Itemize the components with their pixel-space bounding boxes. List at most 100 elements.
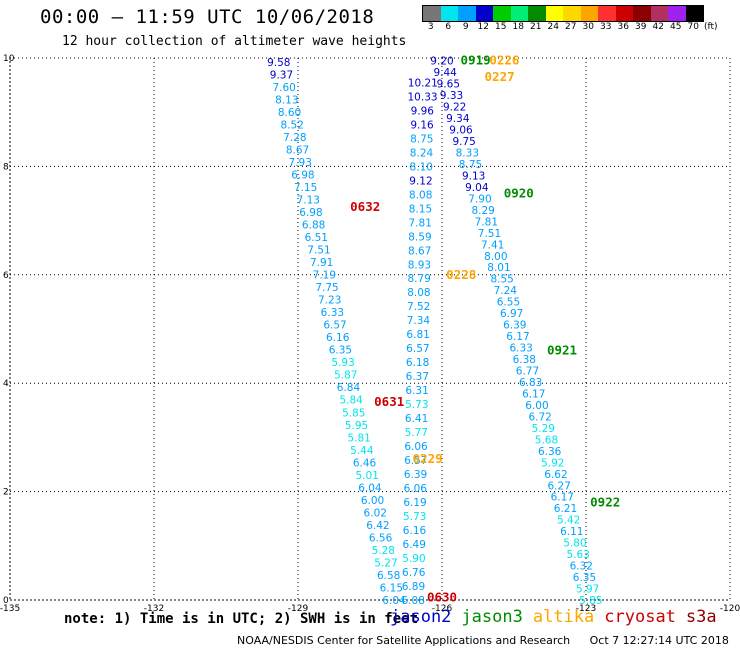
wave-height-value: 6.51 [305,232,328,244]
wave-height-value: 6.33 [509,343,532,355]
map-title: 00:00 – 11:59 UTC 10/06/2018 [40,6,375,28]
wave-height-value: 5.28 [372,545,395,557]
wave-height-value: 7.81 [409,217,432,229]
wave-height-value: 6.16 [403,525,427,537]
colorbar-label: (ft) [703,22,718,32]
wave-height-value: 7.13 [297,194,320,206]
wave-height-value: 7.34 [407,315,431,327]
colorbar-label: 24 [547,22,559,32]
wave-height-value: 6.00 [525,400,548,412]
colorbar-swatch [423,6,441,21]
wave-height-value: 6.11 [560,526,583,538]
wave-height-value: 6.98 [299,207,322,219]
wave-height-value: 6.17 [506,331,529,343]
colorbar-label: 6 [445,22,452,32]
wave-height-colorbar [422,5,704,22]
longitude-tick-label: -120 [720,604,740,614]
longitude-tick-label: -129 [288,604,309,614]
wave-height-value: 8.60 [278,107,301,119]
longitude-tick-label: -126 [432,604,453,614]
wave-height-value: 6.49 [403,539,426,551]
colorbar-label: 42 [652,22,664,32]
wave-height-value: 6.19 [403,497,426,509]
colorbar-swatch [528,6,546,21]
pass-time-label: 0920 [504,186,534,201]
wave-height-value: 8.67 [286,144,309,156]
wave-height-value: 6.36 [538,446,562,458]
wave-height-value: 5.77 [405,427,428,439]
wave-height-value: 7.90 [468,193,491,205]
wave-height-value: 9.33 [440,90,463,102]
wave-height-value: 6.57 [404,455,427,467]
wave-height-value: 9.20 [430,56,453,68]
wave-height-value: 7.28 [283,132,306,144]
latitude-tick-label: 0 [3,596,9,606]
wave-height-value: 8.75 [410,133,433,145]
latitude-tick-label: 8 [3,162,9,172]
wave-height-value: 9.44 [433,67,457,79]
wave-height-value: 7.23 [318,295,341,307]
pass-time-label: 0229 [413,451,443,466]
wave-height-value: 8.01 [487,262,510,274]
wave-height-value: 9.13 [462,170,485,182]
colorbar-label: 70 [687,22,699,32]
wave-height-value: 6.04 [382,595,406,607]
wave-height-value: 9.37 [270,69,293,81]
wave-height-value: 5.92 [541,457,564,469]
wave-height-value: 8.59 [408,231,431,243]
latitude-tick-label: 10 [3,54,15,64]
wave-height-value: 8.29 [471,205,494,217]
map-subtitle: 12 hour collection of altimeter wave hei… [62,34,407,49]
wave-height-value: 6.56 [369,532,393,544]
wave-height-value: 6.06 [404,483,428,495]
plot-frame [9,57,731,601]
wave-height-value: 6.17 [551,492,574,504]
pass-time-label: 0227 [485,69,515,84]
colorbar-swatch [493,6,511,21]
colorbar-swatch [580,6,598,21]
wave-height-value: 5.42 [557,515,580,527]
wave-height-value: 6.77 [516,366,539,378]
colorbar-label: 12 [477,22,489,32]
colorbar-label: 21 [530,22,542,32]
colorbar-swatch [563,6,581,21]
wave-height-value: 7.81 [475,216,498,228]
wave-height-value: 6.55 [497,297,520,309]
track-jason3: 9.209.449.659.339.229.349.069.758.338.75… [430,56,602,607]
wave-height-value: 5.81 [347,432,370,444]
wave-height-value: 6.39 [404,469,427,481]
wave-height-value: 7.41 [481,239,504,251]
pass-time-label: 0228 [446,267,476,282]
wave-height-value: 5.29 [532,423,555,435]
wave-height-value: 6.83 [519,377,542,389]
wave-height-value: 6.00 [361,495,384,507]
wave-height-value: 8.13 [275,94,298,106]
pass-time-label: 0632 [350,199,380,214]
wave-height-value: 6.72 [528,411,551,423]
wave-height-value: 6.35 [573,572,596,584]
wave-height-value: 8.93 [408,259,431,271]
pass-time-label: 0922 [590,494,620,509]
wave-height-value: 6.84 [337,382,361,394]
wave-height-value: 5.90 [402,553,425,565]
wave-height-value: 5.97 [576,584,599,596]
colorbar-swatch [475,6,493,21]
wave-height-value: 5.93 [331,357,354,369]
colorbar-label: 39 [635,22,647,32]
colorbar-label: 30 [582,22,594,32]
longitude-tick-label: -135 [0,604,20,614]
wave-height-value: 6.41 [405,413,428,425]
wave-height-value: 5.73 [405,399,428,411]
wave-height-value: 7.24 [494,285,518,297]
wave-height-value: 6.32 [570,561,593,573]
wave-height-value: 9.34 [446,113,470,125]
wave-height-value: 6.37 [406,371,429,383]
wave-height-value: 6.98 [291,169,314,181]
wave-height-value: 6.88 [302,220,325,232]
wave-height-value: 8.15 [409,203,432,215]
wave-height-value: 7.93 [289,157,312,169]
wave-height-value: 6.62 [544,469,567,481]
wave-height-value: 6.33 [321,307,344,319]
